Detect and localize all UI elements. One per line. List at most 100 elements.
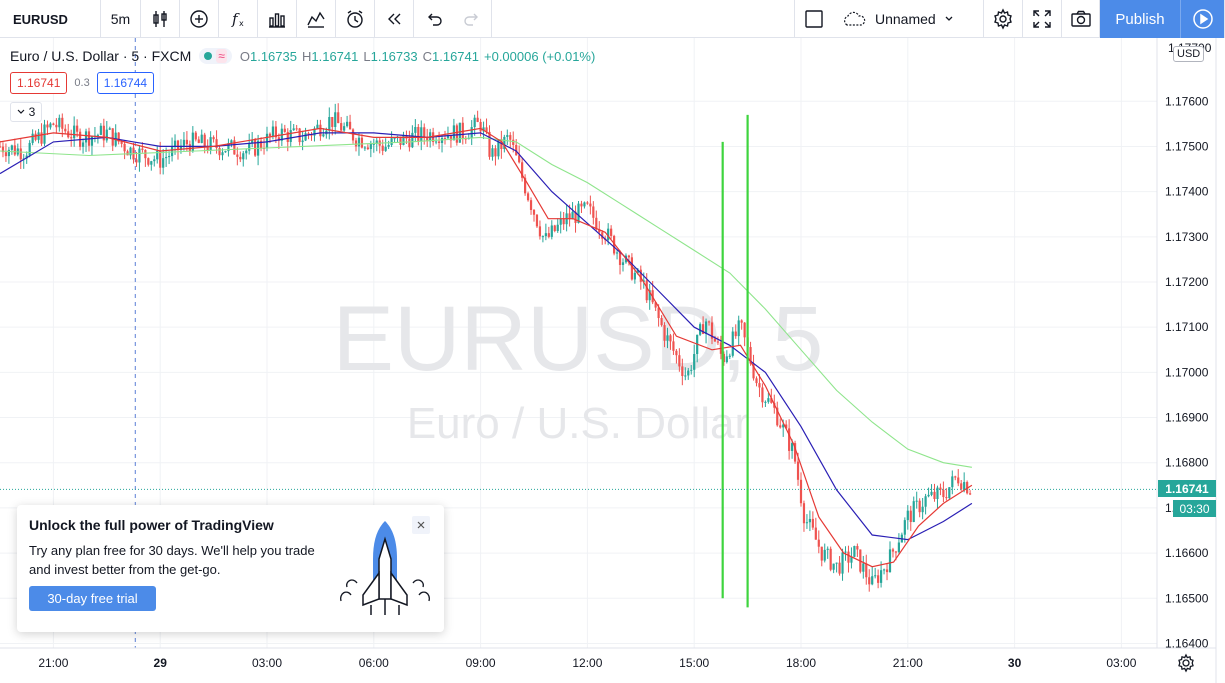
svg-text:f: f: [231, 10, 240, 28]
layout-square-icon[interactable]: [794, 0, 833, 38]
candle-body: [455, 125, 458, 143]
alert-icon[interactable]: [336, 0, 375, 38]
candle-body: [212, 137, 215, 140]
price-tick-label: 1.16500: [1165, 591, 1209, 605]
candle-body: [515, 144, 518, 156]
candle-body: [764, 401, 767, 403]
drawn-trendlines[interactable]: [721, 114, 749, 608]
buy-price-button[interactable]: 1.16744: [96, 72, 155, 94]
candle-body: [568, 213, 571, 220]
indicators-toggle[interactable]: 3: [10, 102, 42, 122]
time-tick-label: 03:00: [252, 656, 282, 670]
candle-body: [218, 148, 221, 156]
currency-badge[interactable]: USD: [1173, 46, 1205, 62]
play-icon[interactable]: [1180, 0, 1225, 38]
candle-body: [936, 487, 939, 500]
free-trial-button[interactable]: 30-day free trial: [29, 586, 156, 611]
candle-body: [660, 318, 663, 326]
legend-title[interactable]: Euro / U.S. Dollar · 5 · FXCM: [10, 48, 192, 64]
candle-body: [725, 356, 728, 363]
price-tick-label: 1.16900: [1165, 411, 1209, 425]
candle-body: [743, 322, 746, 338]
candle-body: [526, 193, 530, 201]
candle-body: [853, 546, 856, 557]
candle-body: [960, 483, 963, 490]
price-axis[interactable]: [1157, 38, 1225, 683]
candle-body: [390, 138, 393, 146]
moving-average-mid: [0, 132, 973, 541]
replay-icon[interactable]: [375, 0, 414, 38]
candle-body: [761, 387, 764, 403]
candle-body: [200, 134, 203, 143]
promo-title: Unlock the full power of TradingView: [29, 517, 274, 533]
candle-body: [245, 150, 248, 154]
price-tick-label: 1.16600: [1165, 546, 1209, 560]
chart-settings-icon[interactable]: [1175, 652, 1197, 674]
candle-body: [182, 139, 186, 146]
candle-body: [420, 127, 423, 142]
candle-body: [277, 137, 280, 141]
candle-body: [589, 203, 592, 207]
candle-body: [740, 320, 743, 323]
candle-body: [417, 126, 420, 142]
candle-body: [73, 125, 76, 139]
candle-body: [532, 209, 536, 215]
candle-body: [663, 325, 666, 341]
add-compare-icon[interactable]: [180, 0, 219, 38]
candle-body: [185, 139, 188, 145]
time-tick-label: 12:00: [572, 656, 602, 670]
candle-body: [841, 552, 844, 574]
watermark-symbol: EURUSD, 5: [333, 288, 824, 390]
candle-body: [939, 487, 942, 490]
price-tick-label: 1.17200: [1165, 275, 1209, 289]
candle-body: [76, 125, 79, 132]
close-icon[interactable]: [412, 516, 430, 534]
market-open-icon: [204, 52, 213, 60]
layout-name-button[interactable]: Unnamed: [833, 0, 983, 38]
candle-body: [165, 157, 168, 159]
candle-body: [482, 127, 485, 132]
candle-body: [562, 218, 565, 225]
candle-body: [630, 257, 633, 280]
candle-body: [37, 132, 40, 140]
undo-icon[interactable]: [414, 0, 453, 38]
candle-body: [387, 145, 390, 147]
candle-body: [948, 487, 951, 499]
market-status[interactable]: ≈: [199, 48, 232, 64]
symbol-search-button[interactable]: EURUSD: [0, 0, 101, 38]
price-tick-label: 1.17400: [1165, 185, 1209, 199]
candle-body: [891, 549, 895, 552]
candle-body: [675, 350, 678, 356]
price-chart[interactable]: EURUSD, 5 Euro / U.S. Dollar 1.176001.17…: [0, 38, 1225, 683]
price-tick-label: 1.17600: [1165, 94, 1209, 108]
candle-body: [592, 206, 595, 218]
snapshot-icon[interactable]: [1061, 0, 1100, 38]
publish-button[interactable]: Publish: [1100, 0, 1180, 38]
interval-button[interactable]: 5m: [101, 0, 141, 38]
moving-average-fast: [0, 127, 973, 568]
candle-body: [99, 125, 102, 135]
templates-icon[interactable]: [297, 0, 336, 38]
redo-icon[interactable]: [453, 0, 492, 38]
candle-body: [105, 129, 108, 141]
fullscreen-icon[interactable]: [1022, 0, 1061, 38]
settings-icon[interactable]: [983, 0, 1022, 38]
time-axis[interactable]: [0, 648, 1157, 683]
time-tick-label: 06:00: [359, 656, 389, 670]
candle-body: [141, 148, 144, 150]
candle-body: [307, 133, 310, 135]
candle-body: [924, 496, 927, 507]
candle-body: [865, 563, 868, 578]
candle-body: [248, 143, 251, 151]
financials-icon[interactable]: [258, 0, 297, 38]
indicators-count: 3: [28, 105, 36, 119]
candle-body: [776, 407, 779, 426]
candle-body: [767, 398, 770, 402]
time-tick-label: 18:00: [786, 656, 816, 670]
candle-body: [411, 132, 414, 148]
candle-body: [788, 428, 791, 451]
candle-body: [156, 150, 159, 160]
sell-price-button[interactable]: 1.16741: [10, 72, 68, 94]
bar-style-icon[interactable]: [141, 0, 180, 38]
